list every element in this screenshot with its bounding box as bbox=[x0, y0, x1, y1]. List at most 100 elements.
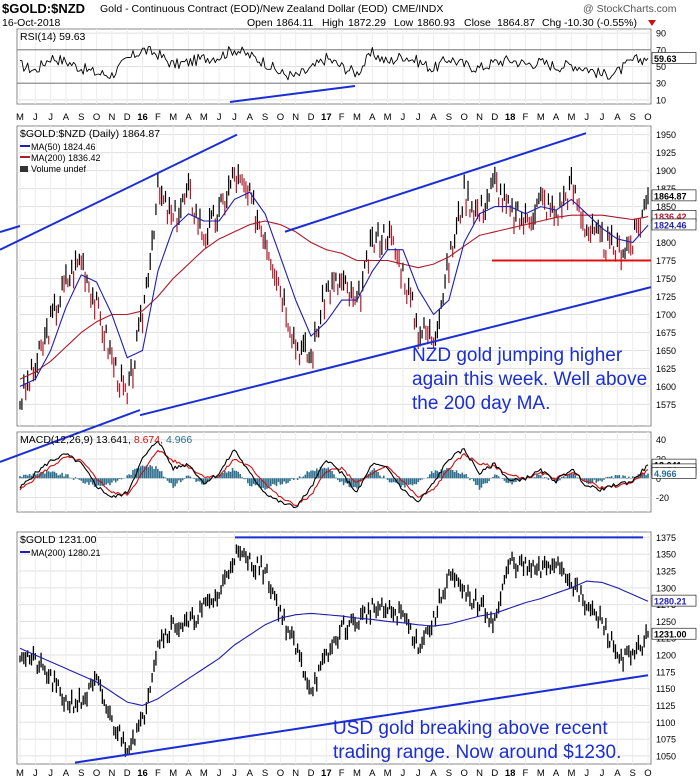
price-tick-label: 1725 bbox=[656, 292, 676, 302]
usd-tick-label: 1175 bbox=[656, 667, 675, 677]
price-tick-label: 1800 bbox=[656, 238, 676, 248]
month-label-top: F bbox=[523, 112, 529, 123]
month-label-top: S bbox=[262, 112, 268, 123]
price-tick-label: 1600 bbox=[656, 382, 676, 392]
month-label-top: A bbox=[185, 112, 192, 123]
usd-last-tag-box bbox=[651, 627, 697, 640]
chg-value: -10.30 (-0.55%) bbox=[564, 17, 637, 29]
nzd-annotation-line-2: again this week. Well above bbox=[412, 369, 647, 390]
price-tick-label: 1950 bbox=[656, 130, 676, 140]
price-panel bbox=[16, 125, 652, 427]
month-label-bottom: A bbox=[369, 768, 376, 779]
month-label-bottom: A bbox=[553, 768, 560, 779]
watermark: @ StockCharts.com bbox=[583, 3, 677, 15]
upper-trend-line-extension bbox=[0, 225, 21, 233]
month-label-top: D bbox=[491, 112, 498, 123]
month-label-bottom: S bbox=[630, 768, 636, 779]
month-label-top: D bbox=[124, 112, 131, 123]
macd-signal-line bbox=[19, 449, 649, 506]
usd-tick-label: 1100 bbox=[656, 718, 675, 728]
month-label-top: M bbox=[567, 112, 575, 123]
upper-trend-line-right bbox=[284, 132, 587, 233]
month-label-bottom: A bbox=[185, 768, 192, 779]
rsi-label: RSI(14) 59.63 bbox=[20, 31, 86, 43]
usd-tick-label: 1050 bbox=[656, 751, 676, 761]
macd-hist-tag: 4.966 bbox=[654, 469, 677, 479]
ma50-legend: MA(50) 1824.46 bbox=[31, 142, 96, 152]
month-label-bottom: 17 bbox=[321, 768, 332, 779]
usd-last-tag: 1231.00 bbox=[654, 630, 687, 640]
exchange-label: CME/INDX bbox=[392, 3, 443, 15]
volume-legend: Volume undef bbox=[31, 164, 87, 174]
month-label-bottom: M bbox=[169, 768, 177, 779]
month-label-top: J bbox=[217, 112, 222, 123]
price-tick-label: 1700 bbox=[656, 310, 676, 320]
month-label-bottom: D bbox=[124, 768, 131, 779]
usd-title: $GOLD 1231.00 bbox=[20, 534, 97, 546]
month-label-bottom: J bbox=[401, 768, 406, 779]
macd-label-main: MACD(12,26,9) 13.641, bbox=[20, 434, 131, 446]
month-label-bottom: F bbox=[523, 768, 529, 779]
nzd-annotation-line-1: NZD gold jumping higher bbox=[412, 345, 623, 366]
month-label-top: N bbox=[476, 112, 483, 123]
usd-tick-label: 1300 bbox=[656, 583, 676, 593]
month-label-top: J bbox=[232, 112, 237, 123]
ma50-last-tag: 1824.46 bbox=[654, 220, 687, 230]
price-tick-label: 1775 bbox=[656, 256, 676, 266]
ma200-last-tag: 1836.42 bbox=[654, 212, 687, 222]
price-tick-label: 1850 bbox=[656, 202, 676, 212]
month-label-top: J bbox=[401, 112, 406, 123]
month-label-bottom: S bbox=[262, 768, 268, 779]
month-label-top: 16 bbox=[137, 112, 148, 123]
rsi-last-tag: 59.63 bbox=[654, 54, 677, 64]
date-label: 16-Oct-2018 bbox=[2, 17, 61, 29]
month-label-bottom: O bbox=[644, 768, 651, 779]
close-value: 1864.87 bbox=[497, 17, 535, 29]
open-label: Open bbox=[247, 17, 273, 29]
month-label-top: S bbox=[630, 112, 636, 123]
month-label-top: A bbox=[430, 112, 437, 123]
macd-tick-label: 40 bbox=[656, 435, 666, 445]
upper-trend-line-left bbox=[0, 133, 238, 251]
symbol-title: $GOLD:$NZD bbox=[2, 1, 85, 16]
macd-hist-tag-box bbox=[651, 467, 697, 479]
usd-tick-label: 1325 bbox=[656, 567, 676, 577]
price-tick-label: 1925 bbox=[656, 148, 676, 158]
usd-annotation-line-1: USD gold breaking above recent bbox=[333, 718, 608, 739]
month-label-bottom: F bbox=[339, 768, 345, 779]
price-tick-label: 1750 bbox=[656, 274, 676, 284]
month-label-top: 17 bbox=[321, 112, 332, 123]
price-last-tag: 1864.87 bbox=[654, 191, 687, 201]
month-label-bottom: O bbox=[460, 768, 467, 779]
ma50-last-tag-box bbox=[651, 218, 697, 231]
ma50-line bbox=[19, 191, 649, 387]
month-label-top: F bbox=[155, 112, 161, 123]
high-label: High bbox=[322, 17, 344, 29]
month-label-top: J bbox=[48, 112, 53, 123]
usd-tick-label: 1125 bbox=[656, 701, 675, 711]
open-value: 1864.11 bbox=[276, 17, 313, 29]
month-label-bottom: J bbox=[48, 768, 53, 779]
month-label-bottom: M bbox=[384, 768, 392, 779]
macd-label-hist: 4.966 bbox=[163, 434, 192, 446]
month-label-bottom: D bbox=[491, 768, 498, 779]
month-label-top: M bbox=[200, 112, 208, 123]
close-label: Close bbox=[464, 17, 491, 29]
month-label-top: M bbox=[537, 112, 545, 123]
month-label-top: A bbox=[247, 112, 254, 123]
month-label-bottom: N bbox=[108, 768, 115, 779]
month-label-top: M bbox=[16, 112, 24, 123]
month-label-bottom: M bbox=[200, 768, 208, 779]
month-label-bottom: S bbox=[446, 768, 452, 779]
rsi-tick-label: 70 bbox=[656, 45, 666, 55]
lower-trend-line bbox=[139, 286, 652, 417]
usd-tick-label: 1350 bbox=[656, 550, 676, 560]
low-label: Low bbox=[394, 17, 414, 29]
macd-label-signal: 8.674, bbox=[131, 434, 163, 446]
symbol-description: Gold - Continuous Contract (EOD)/New Zea… bbox=[100, 3, 388, 15]
month-label-bottom: J bbox=[217, 768, 222, 779]
month-label-top: J bbox=[600, 112, 605, 123]
month-label-bottom: M bbox=[16, 768, 24, 779]
month-label-bottom: J bbox=[33, 768, 38, 779]
